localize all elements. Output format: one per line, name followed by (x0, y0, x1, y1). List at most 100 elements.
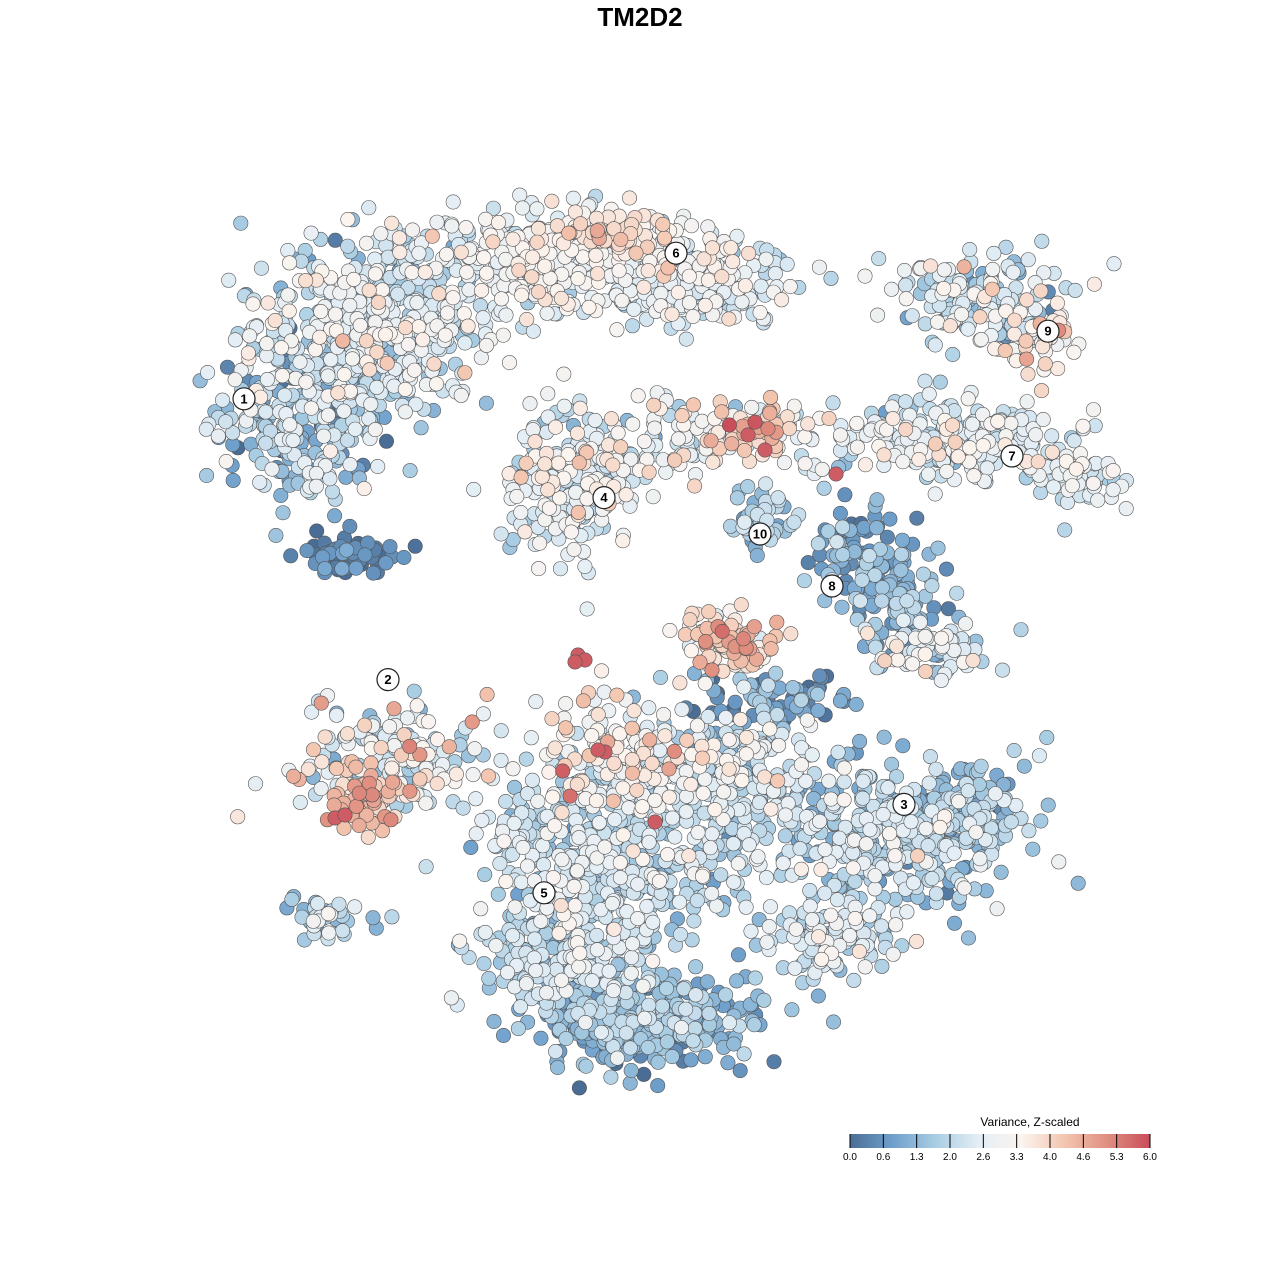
scatter-point (479, 265, 495, 281)
scatter-point (683, 776, 699, 792)
scatter-point (857, 959, 873, 975)
scatter-point (834, 599, 850, 615)
scatter-point (898, 421, 914, 437)
scatter-point (804, 912, 820, 928)
scatter-point (927, 337, 943, 353)
scatter-point (732, 711, 748, 727)
scatter-point (611, 263, 627, 279)
scatter-point (917, 628, 933, 644)
scatter-point (721, 1015, 737, 1031)
scatter-point (612, 870, 628, 886)
scatter-point (281, 255, 297, 271)
scatter-point (890, 652, 906, 668)
scatter-point (734, 294, 750, 310)
scatter-point (624, 936, 640, 952)
scatter-point (327, 508, 343, 524)
scatter-point (946, 915, 962, 931)
scatter-point (1066, 344, 1082, 360)
scatter-point (533, 913, 549, 929)
scatter-point (1031, 748, 1047, 764)
scatter-point (556, 366, 572, 382)
scatter-point (320, 906, 336, 922)
scatter-point (820, 523, 836, 539)
scatter-point (1070, 875, 1086, 891)
scatter-point (661, 789, 677, 805)
scatter-point (683, 1052, 699, 1068)
scatter-point (637, 1010, 653, 1026)
scatter-point (851, 943, 867, 959)
scatter-point (810, 988, 826, 1004)
scatter-point (221, 272, 237, 288)
scatter-point (445, 290, 461, 306)
scatter-point (428, 376, 444, 392)
scatter-point (418, 859, 434, 875)
scatter-point (230, 809, 246, 825)
scatter-point (972, 851, 988, 867)
scatter-point (541, 764, 557, 780)
scatter-point (609, 1050, 625, 1066)
scatter-point (640, 263, 656, 279)
scatter-point (730, 856, 746, 872)
scatter-point (406, 683, 422, 699)
scatter-point (426, 356, 442, 372)
scatter-point (664, 306, 680, 322)
scatter-point (439, 305, 455, 321)
scatter-point (810, 536, 826, 552)
scatter-point (694, 413, 710, 429)
scatter-point (623, 1063, 639, 1079)
scatter-point (309, 523, 325, 539)
scatter-point (384, 215, 400, 231)
scatter-point (749, 547, 765, 563)
scatter-point (282, 417, 298, 433)
scatter-point (342, 383, 358, 399)
scatter-point (986, 245, 1002, 261)
scatter-point (672, 675, 688, 691)
scatter-point (659, 1034, 675, 1050)
scatter-point (476, 956, 492, 972)
scatter-point (793, 757, 809, 773)
scatter-point (893, 546, 909, 562)
scatter-point (743, 923, 759, 939)
scatter-point (623, 965, 639, 981)
scatter-point (917, 373, 933, 389)
scatter-point (285, 432, 301, 448)
scatter-point (705, 454, 721, 470)
scatter-point (336, 366, 352, 382)
scatter-point (299, 543, 315, 559)
scatter-point (409, 698, 425, 714)
scatter-point (570, 271, 586, 287)
scatter-point (615, 827, 631, 843)
scatter-point (409, 295, 425, 311)
scatter-point (770, 490, 786, 506)
scatter-point (604, 895, 620, 911)
scatter-point (681, 295, 697, 311)
scatter-point (1019, 292, 1035, 308)
scatter-point (362, 362, 378, 378)
scatter-point (723, 240, 739, 256)
scatter-point (593, 1024, 609, 1040)
scatter-point (461, 282, 477, 298)
scatter-point (625, 843, 641, 859)
scatter-point (329, 707, 345, 723)
scatter-point (367, 266, 383, 282)
scatter-point (437, 327, 453, 343)
scatter-point (898, 291, 914, 307)
scatter-point (802, 882, 818, 898)
scatter-point (545, 789, 561, 805)
scatter-point (650, 1054, 666, 1070)
scatter-point (495, 1028, 511, 1044)
scatter-point (1086, 402, 1102, 418)
scatter-point (358, 333, 374, 349)
scatter-point (744, 399, 760, 415)
scatter-point (920, 466, 936, 482)
scatter-point (370, 458, 386, 474)
scatter-point (836, 760, 852, 776)
scatter-point (802, 898, 818, 914)
scatter-point (475, 310, 491, 326)
scatter-point (647, 420, 663, 436)
scatter-point (825, 395, 841, 411)
scatter-point (478, 337, 494, 353)
scatter-point (245, 296, 261, 312)
scatter-point (855, 773, 871, 789)
scatter-point (716, 784, 732, 800)
